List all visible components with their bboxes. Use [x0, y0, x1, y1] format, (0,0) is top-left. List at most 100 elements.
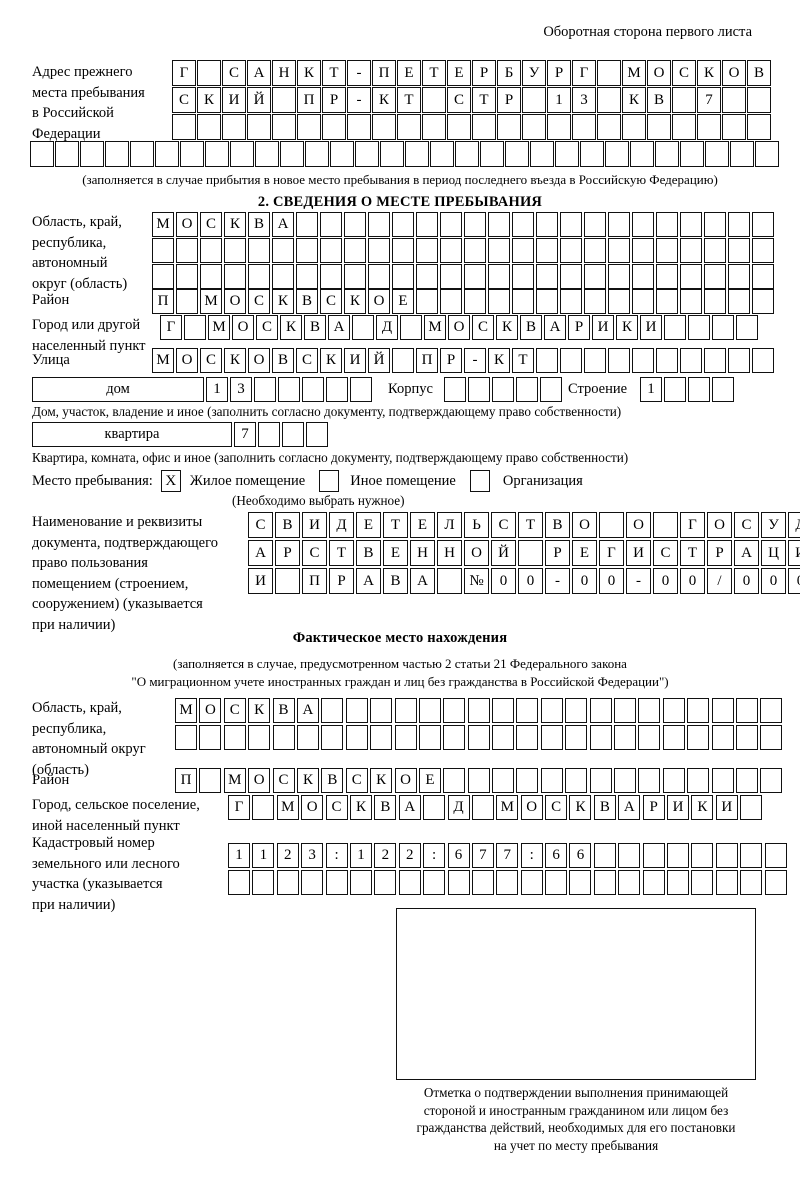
actual-district-cell-6[interactable]: К: [296, 768, 319, 793]
document-r2-cell-11[interactable]: [518, 540, 543, 566]
actual-region-r1-cell-11[interactable]: [418, 698, 441, 723]
actual-region-r2-cell-8[interactable]: [345, 725, 368, 750]
prev-address-r4-cell-16[interactable]: [405, 141, 429, 167]
city-cell-15[interactable]: К: [496, 315, 518, 340]
prev-address-r1-cell-16[interactable]: Р: [547, 60, 571, 86]
region-r2-cell-9[interactable]: [344, 238, 366, 263]
city-cell-4[interactable]: О: [232, 315, 254, 340]
region-r3-cell-5[interactable]: [248, 264, 270, 289]
document-r3-cell-3[interactable]: П: [302, 568, 327, 594]
prev-address-r3-cell-19[interactable]: [622, 114, 646, 140]
dom-cell-7[interactable]: [350, 377, 372, 402]
region-r3-cell-12[interactable]: [416, 264, 438, 289]
document-r2-cell-20[interactable]: Ц: [761, 540, 786, 566]
city-cell-25[interactable]: [736, 315, 758, 340]
cadastral-r2-cell-10[interactable]: [447, 870, 470, 895]
actual-region-r2-cell-12[interactable]: [443, 725, 466, 750]
region-r2-cell-21[interactable]: [632, 238, 654, 263]
district-cell-25[interactable]: [728, 289, 750, 314]
cadastral-r1-cell-1[interactable]: 1: [228, 843, 250, 868]
cadastral-r1-cell-9[interactable]: :: [423, 843, 446, 868]
prev-address-r3-cell-2[interactable]: [197, 114, 221, 140]
actual-region-r1-cell-8[interactable]: [345, 698, 368, 723]
document-r2-cell-9[interactable]: О: [464, 540, 489, 566]
cadastral-r1-cell-16[interactable]: [593, 843, 616, 868]
prev-address-r3-cell-22[interactable]: [697, 114, 721, 140]
actual-district-cell-11[interactable]: Е: [418, 768, 441, 793]
cadastral-r1-cell-3[interactable]: 2: [276, 843, 299, 868]
prev-address-r1-cell-21[interactable]: С: [672, 60, 696, 86]
region-r2-cell-15[interactable]: [488, 238, 510, 263]
actual-region-r2-cell-23[interactable]: [711, 725, 734, 750]
prev-address-r4-cell-10[interactable]: [255, 141, 279, 167]
street-cell-15[interactable]: К: [488, 348, 510, 373]
document-row-1[interactable]: СВИДЕТЕЛЬСТВООГОСУД: [248, 512, 800, 538]
actual-district-cell-13[interactable]: [467, 768, 490, 793]
region-r1-cell-1[interactable]: М: [152, 212, 174, 237]
cadastral-r1-cell-13[interactable]: :: [520, 843, 543, 868]
prev-address-r1-cell-11[interactable]: Т: [422, 60, 446, 86]
prev-address-r4-cell-1[interactable]: [30, 141, 54, 167]
street-cell-5[interactable]: О: [248, 348, 270, 373]
actual-region-r1-cell-22[interactable]: [687, 698, 710, 723]
region-r2-cell-12[interactable]: [416, 238, 438, 263]
city-cell-19[interactable]: И: [592, 315, 614, 340]
actual-district-cell-12[interactable]: [443, 768, 466, 793]
document-r3-cell-9[interactable]: №: [464, 568, 489, 594]
actual-district-cell-20[interactable]: [638, 768, 661, 793]
region-r3-cell-11[interactable]: [392, 264, 414, 289]
document-r2-cell-10[interactable]: Й: [491, 540, 516, 566]
actual-region-r1-cell-5[interactable]: В: [272, 698, 295, 723]
actual-region-r1-cell-16[interactable]: [540, 698, 563, 723]
district-cell-3[interactable]: М: [200, 289, 222, 314]
prev-address-r2-cell-14[interactable]: Р: [497, 87, 521, 113]
street-cell-14[interactable]: -: [464, 348, 486, 373]
cadastral-r2-cell-16[interactable]: [593, 870, 616, 895]
actual-region-r2-cell-16[interactable]: [540, 725, 563, 750]
region-row-2[interactable]: [152, 238, 776, 263]
region-r2-cell-25[interactable]: [728, 238, 750, 263]
actual-region-r1-cell-10[interactable]: [394, 698, 417, 723]
district-cell-6[interactable]: К: [272, 289, 294, 314]
street-cell-25[interactable]: [728, 348, 750, 373]
actual-region-r1-cell-4[interactable]: К: [248, 698, 271, 723]
prev-address-r3-cell-8[interactable]: [347, 114, 371, 140]
region-r3-cell-24[interactable]: [704, 264, 726, 289]
actual-region-r2-cell-25[interactable]: [760, 725, 783, 750]
region-r2-cell-26[interactable]: [752, 238, 774, 263]
prev-address-r1-cell-7[interactable]: Т: [322, 60, 346, 86]
document-r2-cell-7[interactable]: Н: [410, 540, 435, 566]
prev-address-r4-cell-15[interactable]: [380, 141, 404, 167]
prev-address-r2-cell-9[interactable]: К: [372, 87, 396, 113]
document-r1-cell-17[interactable]: Г: [680, 512, 705, 538]
region-r2-cell-13[interactable]: [440, 238, 462, 263]
cadastral-r2-cell-11[interactable]: [471, 870, 494, 895]
cadastral-r1-cell-19[interactable]: [667, 843, 690, 868]
region-r1-cell-5[interactable]: В: [248, 212, 270, 237]
prev-address-r2-cell-12[interactable]: С: [447, 87, 471, 113]
cadastral-r2-cell-14[interactable]: [545, 870, 568, 895]
actual-region-r2-cell-9[interactable]: [370, 725, 393, 750]
region-r1-cell-4[interactable]: К: [224, 212, 246, 237]
district-cell-18[interactable]: [560, 289, 582, 314]
region-r1-cell-20[interactable]: [608, 212, 630, 237]
document-r3-cell-19[interactable]: 0: [734, 568, 759, 594]
dom-cell-3[interactable]: [254, 377, 276, 402]
document-r1-cell-7[interactable]: Е: [410, 512, 435, 538]
cadastral-r1-cell-7[interactable]: 2: [374, 843, 397, 868]
region-r1-cell-17[interactable]: [536, 212, 558, 237]
prev-address-r2-cell-6[interactable]: П: [297, 87, 321, 113]
prev-address-r2-cell-21[interactable]: [672, 87, 696, 113]
document-r2-cell-1[interactable]: А: [248, 540, 273, 566]
prev-address-r2-cell-7[interactable]: Р: [322, 87, 346, 113]
street-cell-11[interactable]: [392, 348, 414, 373]
street-cell-19[interactable]: [584, 348, 606, 373]
prev-address-r3-cell-12[interactable]: [447, 114, 471, 140]
actual-region-r1-cell-21[interactable]: [662, 698, 685, 723]
region-r3-cell-23[interactable]: [680, 264, 702, 289]
document-r3-cell-17[interactable]: 0: [680, 568, 705, 594]
